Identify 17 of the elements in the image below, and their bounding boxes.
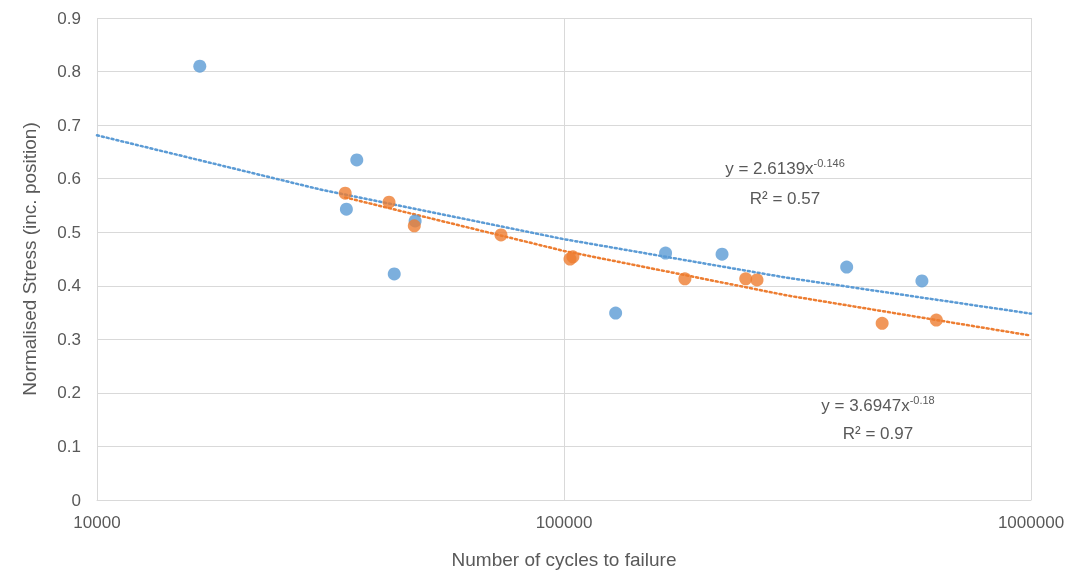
y-tick-label: 0.9 (57, 8, 81, 28)
y-tick-label: 0.8 (57, 62, 81, 82)
y-tick-label: 0 (71, 490, 81, 510)
y-tick-label: 0.4 (57, 276, 81, 296)
y-tick-label: 0.2 (57, 383, 81, 403)
x-tick-label: 100000 (535, 513, 593, 532)
annotation: R² = 0.97 (842, 423, 914, 443)
annotation: R² = 0.57 (749, 188, 821, 208)
x-tick-label: 1000000 (997, 513, 1065, 532)
y-tick-label: 0.5 (57, 222, 81, 242)
y-tick-label: 0.1 (57, 436, 81, 456)
x-tick-label: 10000 (73, 513, 121, 532)
y-tick-label: 0.7 (57, 115, 81, 135)
y-tick-label: 0.6 (57, 169, 81, 189)
y-axis-title: Normalised Stress (inc. position) (19, 122, 40, 396)
x-axis-title: Number of cycles to failure (451, 549, 677, 570)
y-tick-label: 0.3 (57, 329, 81, 349)
